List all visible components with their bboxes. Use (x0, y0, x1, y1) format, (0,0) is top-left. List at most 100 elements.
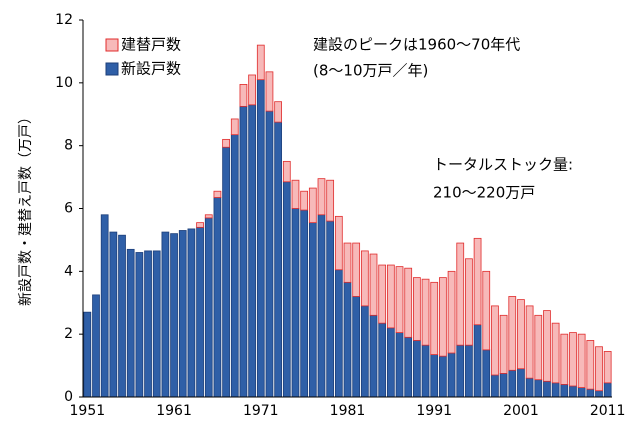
bar-segment (109, 231, 118, 398)
bar-segment (230, 118, 239, 136)
bar-segment (473, 324, 482, 398)
bar-segment (83, 311, 92, 398)
bar-segment (456, 242, 465, 346)
annotation: 建設のピークは1960〜70年代 (313, 36, 520, 54)
bar-segment (499, 373, 508, 398)
bar-segment (465, 344, 473, 398)
y-tick-label: 12 (55, 12, 73, 28)
bar-segment (222, 146, 230, 398)
bar-segment (430, 281, 439, 355)
x-tick-label: 1961 (156, 403, 192, 419)
y-tick-label: 10 (55, 75, 73, 91)
bar-segment (360, 250, 369, 307)
bar-segment (517, 368, 525, 398)
y-tick-label: 6 (64, 201, 73, 217)
bar-segment (499, 314, 508, 374)
bar-segment (595, 346, 603, 392)
bar-segment (213, 197, 222, 398)
bar-segment (291, 208, 300, 398)
bar-segment (508, 369, 517, 398)
bar-segment (577, 387, 586, 398)
bar-segment (517, 299, 525, 370)
annotation: トータルストック量: (433, 156, 573, 174)
bar-segment (343, 281, 352, 398)
bar-segment (456, 344, 465, 398)
bar-segment (413, 277, 421, 341)
bar-segment (421, 278, 430, 346)
bar-segment (282, 160, 291, 183)
bar-segment (343, 242, 352, 283)
bar-segment (369, 314, 378, 398)
bar-segment (239, 105, 248, 398)
bar-segment (595, 390, 603, 398)
bar-segment (352, 296, 361, 398)
bar-segment (196, 222, 204, 228)
bar-segment (248, 74, 256, 106)
bar-segment (386, 327, 395, 398)
bar-segment (248, 104, 256, 398)
bar-segment (378, 322, 387, 398)
x-tick-label: 1951 (70, 403, 106, 419)
bar-segment (551, 322, 560, 384)
bar-segment (204, 217, 213, 398)
bar-segment (230, 134, 239, 398)
bar-segment (178, 230, 187, 398)
bar-segment (196, 226, 204, 398)
bar-segment (543, 380, 551, 398)
bar-segment (491, 374, 499, 398)
bar-segment (586, 340, 595, 390)
bar-segment (447, 352, 456, 398)
bar-segment (404, 336, 413, 398)
bar-segment (317, 178, 326, 216)
y-tick-label: 8 (64, 138, 73, 154)
bar-segment (534, 379, 543, 398)
bar-segment (308, 222, 317, 398)
bar-segment (439, 355, 447, 398)
bar-segment (525, 305, 534, 379)
bar-segment (482, 349, 491, 398)
y-axis-label: 新設戸数・建替え戸数（万戸） (18, 110, 34, 306)
legend-swatch (105, 38, 119, 52)
bar-segment (430, 354, 439, 398)
bar-segment (326, 220, 335, 398)
bar-segment (386, 264, 395, 329)
y-tick-label: 4 (64, 263, 73, 279)
bar-segment (569, 385, 577, 398)
legend-label: 建替戸数 (121, 36, 181, 54)
bar-segment (586, 388, 595, 398)
bar-segment (239, 84, 248, 107)
bar-segment (352, 242, 361, 297)
bar-segment (395, 332, 404, 398)
bar-segment (135, 252, 144, 398)
bar-segment (282, 181, 291, 398)
x-tick-label: 2001 (503, 403, 539, 419)
y-tick-label: 0 (64, 389, 73, 405)
bar-segment (334, 215, 343, 271)
bar-segment (508, 296, 517, 371)
bar-segment (256, 44, 265, 81)
bar-segment (204, 214, 213, 219)
bar-segment (551, 382, 560, 398)
bar-segment (222, 138, 230, 148)
bar-segment (369, 253, 378, 316)
bar-segment (300, 209, 309, 398)
bar-segment (152, 250, 161, 398)
bar-segment (560, 333, 569, 385)
annotation: (8〜10万戸／年) (313, 62, 428, 80)
x-tick-label: 1981 (330, 403, 366, 419)
bar-segment (326, 179, 335, 222)
bar-segment (291, 179, 300, 209)
bar-segment (465, 258, 473, 346)
bar-segment (569, 332, 577, 387)
bar-segment (473, 237, 482, 326)
bar-segment (395, 266, 404, 333)
bar-segment (534, 314, 543, 381)
bar-segment (187, 228, 196, 398)
annotation: 210〜220万戸 (433, 184, 535, 202)
bar-segment (413, 340, 421, 398)
bar-segment (603, 351, 612, 384)
y-tick-label: 2 (64, 326, 73, 342)
bar-segment (274, 101, 282, 123)
bar-segment (100, 214, 109, 398)
